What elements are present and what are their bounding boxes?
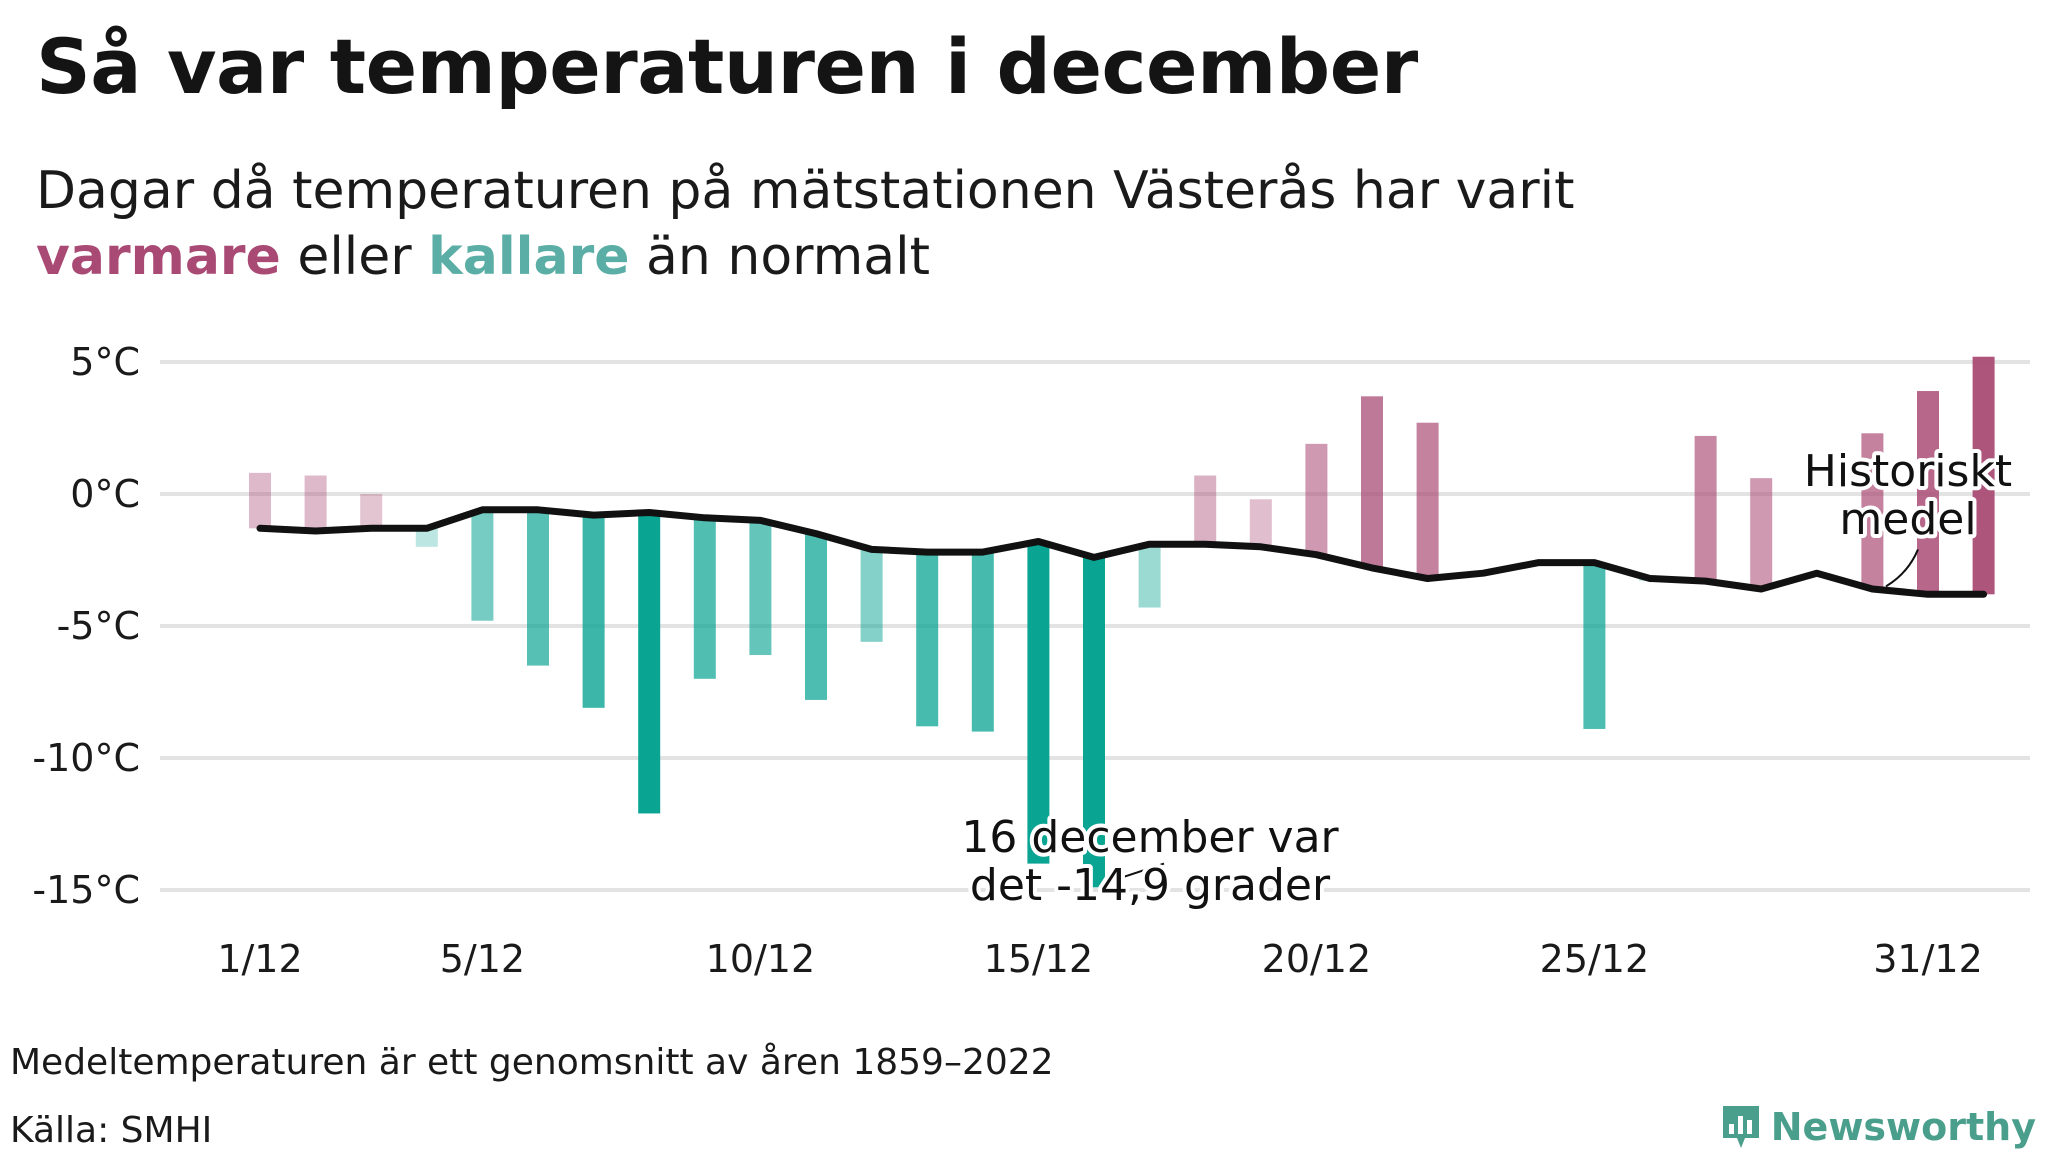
historical-mean-line — [256, 506, 1988, 598]
newsworthy-logo-icon — [1722, 1106, 1759, 1148]
x-tick-label: 31/12 — [1873, 937, 1983, 981]
footnote: Medeltemperaturen är ett genomsnitt av å… — [10, 1042, 1054, 1083]
subtitle-line-2: varmare eller kallare än normalt — [36, 224, 1575, 290]
annotation-leader-line — [1885, 549, 1919, 588]
annotation-leader-line — [1099, 862, 1165, 886]
brand-name: Newsworthy — [1770, 1105, 2036, 1149]
temperature-bar — [527, 509, 549, 666]
annotation-historical-mean: Historiskt — [1804, 446, 2012, 497]
temperature-bar — [304, 475, 327, 531]
temperature-bar — [1694, 435, 1717, 582]
temperature-bar — [749, 520, 772, 656]
temperature-bar — [1138, 544, 1161, 608]
temperature-bar — [1361, 396, 1383, 568]
temperature-bar — [1972, 356, 1995, 595]
x-tick-label: 15/12 — [984, 937, 1094, 981]
y-tick-label: -15°C — [32, 868, 140, 912]
legend-end-word: än normalt — [646, 227, 930, 287]
y-tick-label: 5°C — [70, 340, 140, 384]
legend-warm-word: varmare — [36, 227, 281, 287]
y-tick-label: -10°C — [32, 736, 140, 780]
temperature-bar — [1917, 391, 1939, 595]
temperature-bar — [1083, 557, 1105, 888]
x-tick-label: 10/12 — [706, 937, 816, 981]
chart-title: Så var temperaturen i december — [36, 22, 1418, 111]
x-tick-label: 25/12 — [1540, 937, 1650, 981]
temperature-bar — [1583, 562, 1606, 729]
temperature-bar — [249, 472, 271, 529]
x-axis-labels: 1/12 5/12 10/12 15/12 20/12 25/12 31/12 — [217, 937, 1982, 981]
brand-logo[interactable]: Newsworthy — [1719, 1102, 2036, 1152]
chart-subtitle: Dagar då temperaturen på mätstationen Vä… — [36, 158, 1575, 290]
temperature-bar — [860, 549, 883, 642]
temperature-bar — [1305, 443, 1328, 555]
temperature-bar — [693, 517, 716, 679]
y-tick-label: 0°C — [70, 472, 140, 516]
temperature-bar — [360, 494, 383, 529]
temperature-bars — [249, 356, 1995, 888]
temperature-bar — [805, 533, 827, 700]
y-axis-labels: 5°C 0°C -5°C -10°C -15°C — [32, 340, 140, 912]
annotation-record-cold: det -14,9 grader — [970, 860, 1331, 911]
temperature-bar — [638, 512, 661, 814]
x-tick-label: 5/12 — [440, 937, 525, 981]
temperature-bar — [971, 552, 994, 732]
temperature-bar — [1416, 422, 1439, 579]
annotation-historical-mean: medel — [1839, 494, 1976, 545]
source-credit: Källa: SMHI — [10, 1110, 213, 1151]
legend-mid-word: eller — [297, 227, 412, 287]
temperature-chart: 5°C 0°C -5°C -10°C -15°C 1/12 5/12 10/12 15/12 2… — [32, 340, 2030, 981]
temperature-bar — [1194, 475, 1217, 545]
temperature-bar — [1027, 541, 1050, 864]
legend-cold-word: kallare — [428, 227, 630, 287]
historical-mean-line-group — [256, 506, 1988, 598]
temperature-bar — [415, 528, 438, 547]
temperature-bar — [471, 509, 494, 621]
y-tick-label: -5°C — [57, 604, 140, 648]
subtitle-line-1: Dagar då temperaturen på mätstationen Vä… — [36, 161, 1575, 221]
temperature-bar — [1249, 499, 1272, 547]
temperature-bar — [1861, 433, 1884, 590]
x-tick-label: 20/12 — [1262, 937, 1372, 981]
temperature-bar — [582, 515, 605, 708]
temperature-bar — [916, 552, 939, 727]
x-tick-label: 1/12 — [217, 937, 302, 981]
temperature-bar — [1750, 478, 1773, 590]
annotation-record-cold: 16 december var — [961, 812, 1339, 863]
